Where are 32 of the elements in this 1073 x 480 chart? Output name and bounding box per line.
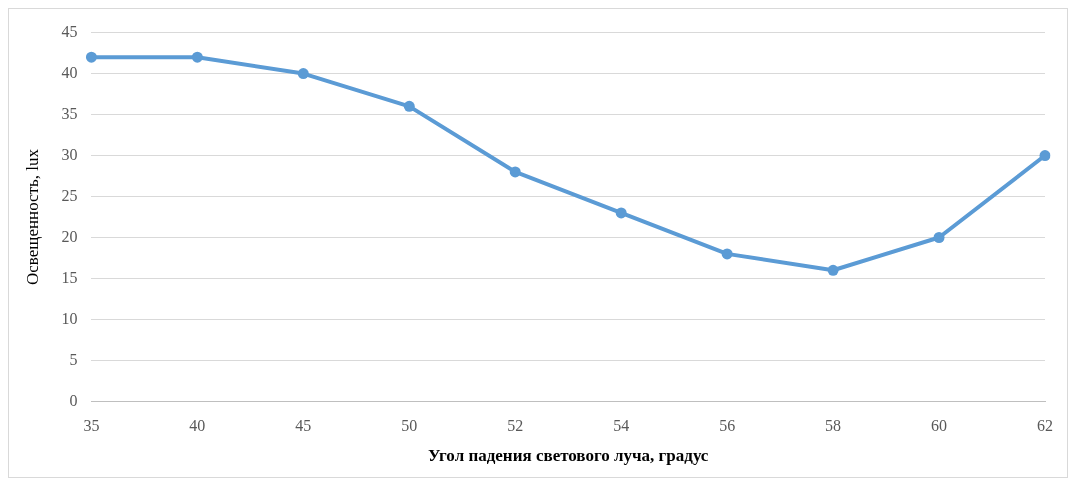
y-tick-label: 25 <box>61 186 78 204</box>
point <box>933 231 945 243</box>
y-axis-title: Освещенность, lux <box>22 148 42 285</box>
y-tick-label: 40 <box>61 63 78 81</box>
y-tick-label: 35 <box>61 104 78 122</box>
x-axis-title: Угол падения светового луча, градус <box>427 446 709 466</box>
y-tick-label: 45 <box>61 22 78 40</box>
point <box>297 68 309 80</box>
y-tick-label: 5 <box>69 350 78 368</box>
point <box>85 51 97 63</box>
y-tick-label: 30 <box>61 145 78 163</box>
x-tick-label: 60 <box>931 417 948 435</box>
x-tick-label: 45 <box>295 417 312 435</box>
x-tick-label: 56 <box>719 417 736 435</box>
x-tick-label: 52 <box>507 417 524 435</box>
point <box>615 207 627 219</box>
x-tick-label: 40 <box>189 417 206 435</box>
x-tick-label: 54 <box>613 417 630 435</box>
x-tick-label: 50 <box>401 417 418 435</box>
point <box>1039 150 1051 162</box>
x-tick-label: 62 <box>1037 417 1053 435</box>
point <box>403 100 415 112</box>
y-tick-label: 15 <box>61 268 78 286</box>
y-tick-label: 10 <box>61 309 78 327</box>
y-tick-label: 0 <box>69 391 78 409</box>
x-tick-label: 58 <box>825 417 842 435</box>
point <box>721 248 733 260</box>
point <box>191 51 203 63</box>
x-tick-label: 35 <box>83 417 100 435</box>
y-tick-label: 20 <box>61 227 78 245</box>
point <box>827 264 839 276</box>
point <box>509 166 521 178</box>
